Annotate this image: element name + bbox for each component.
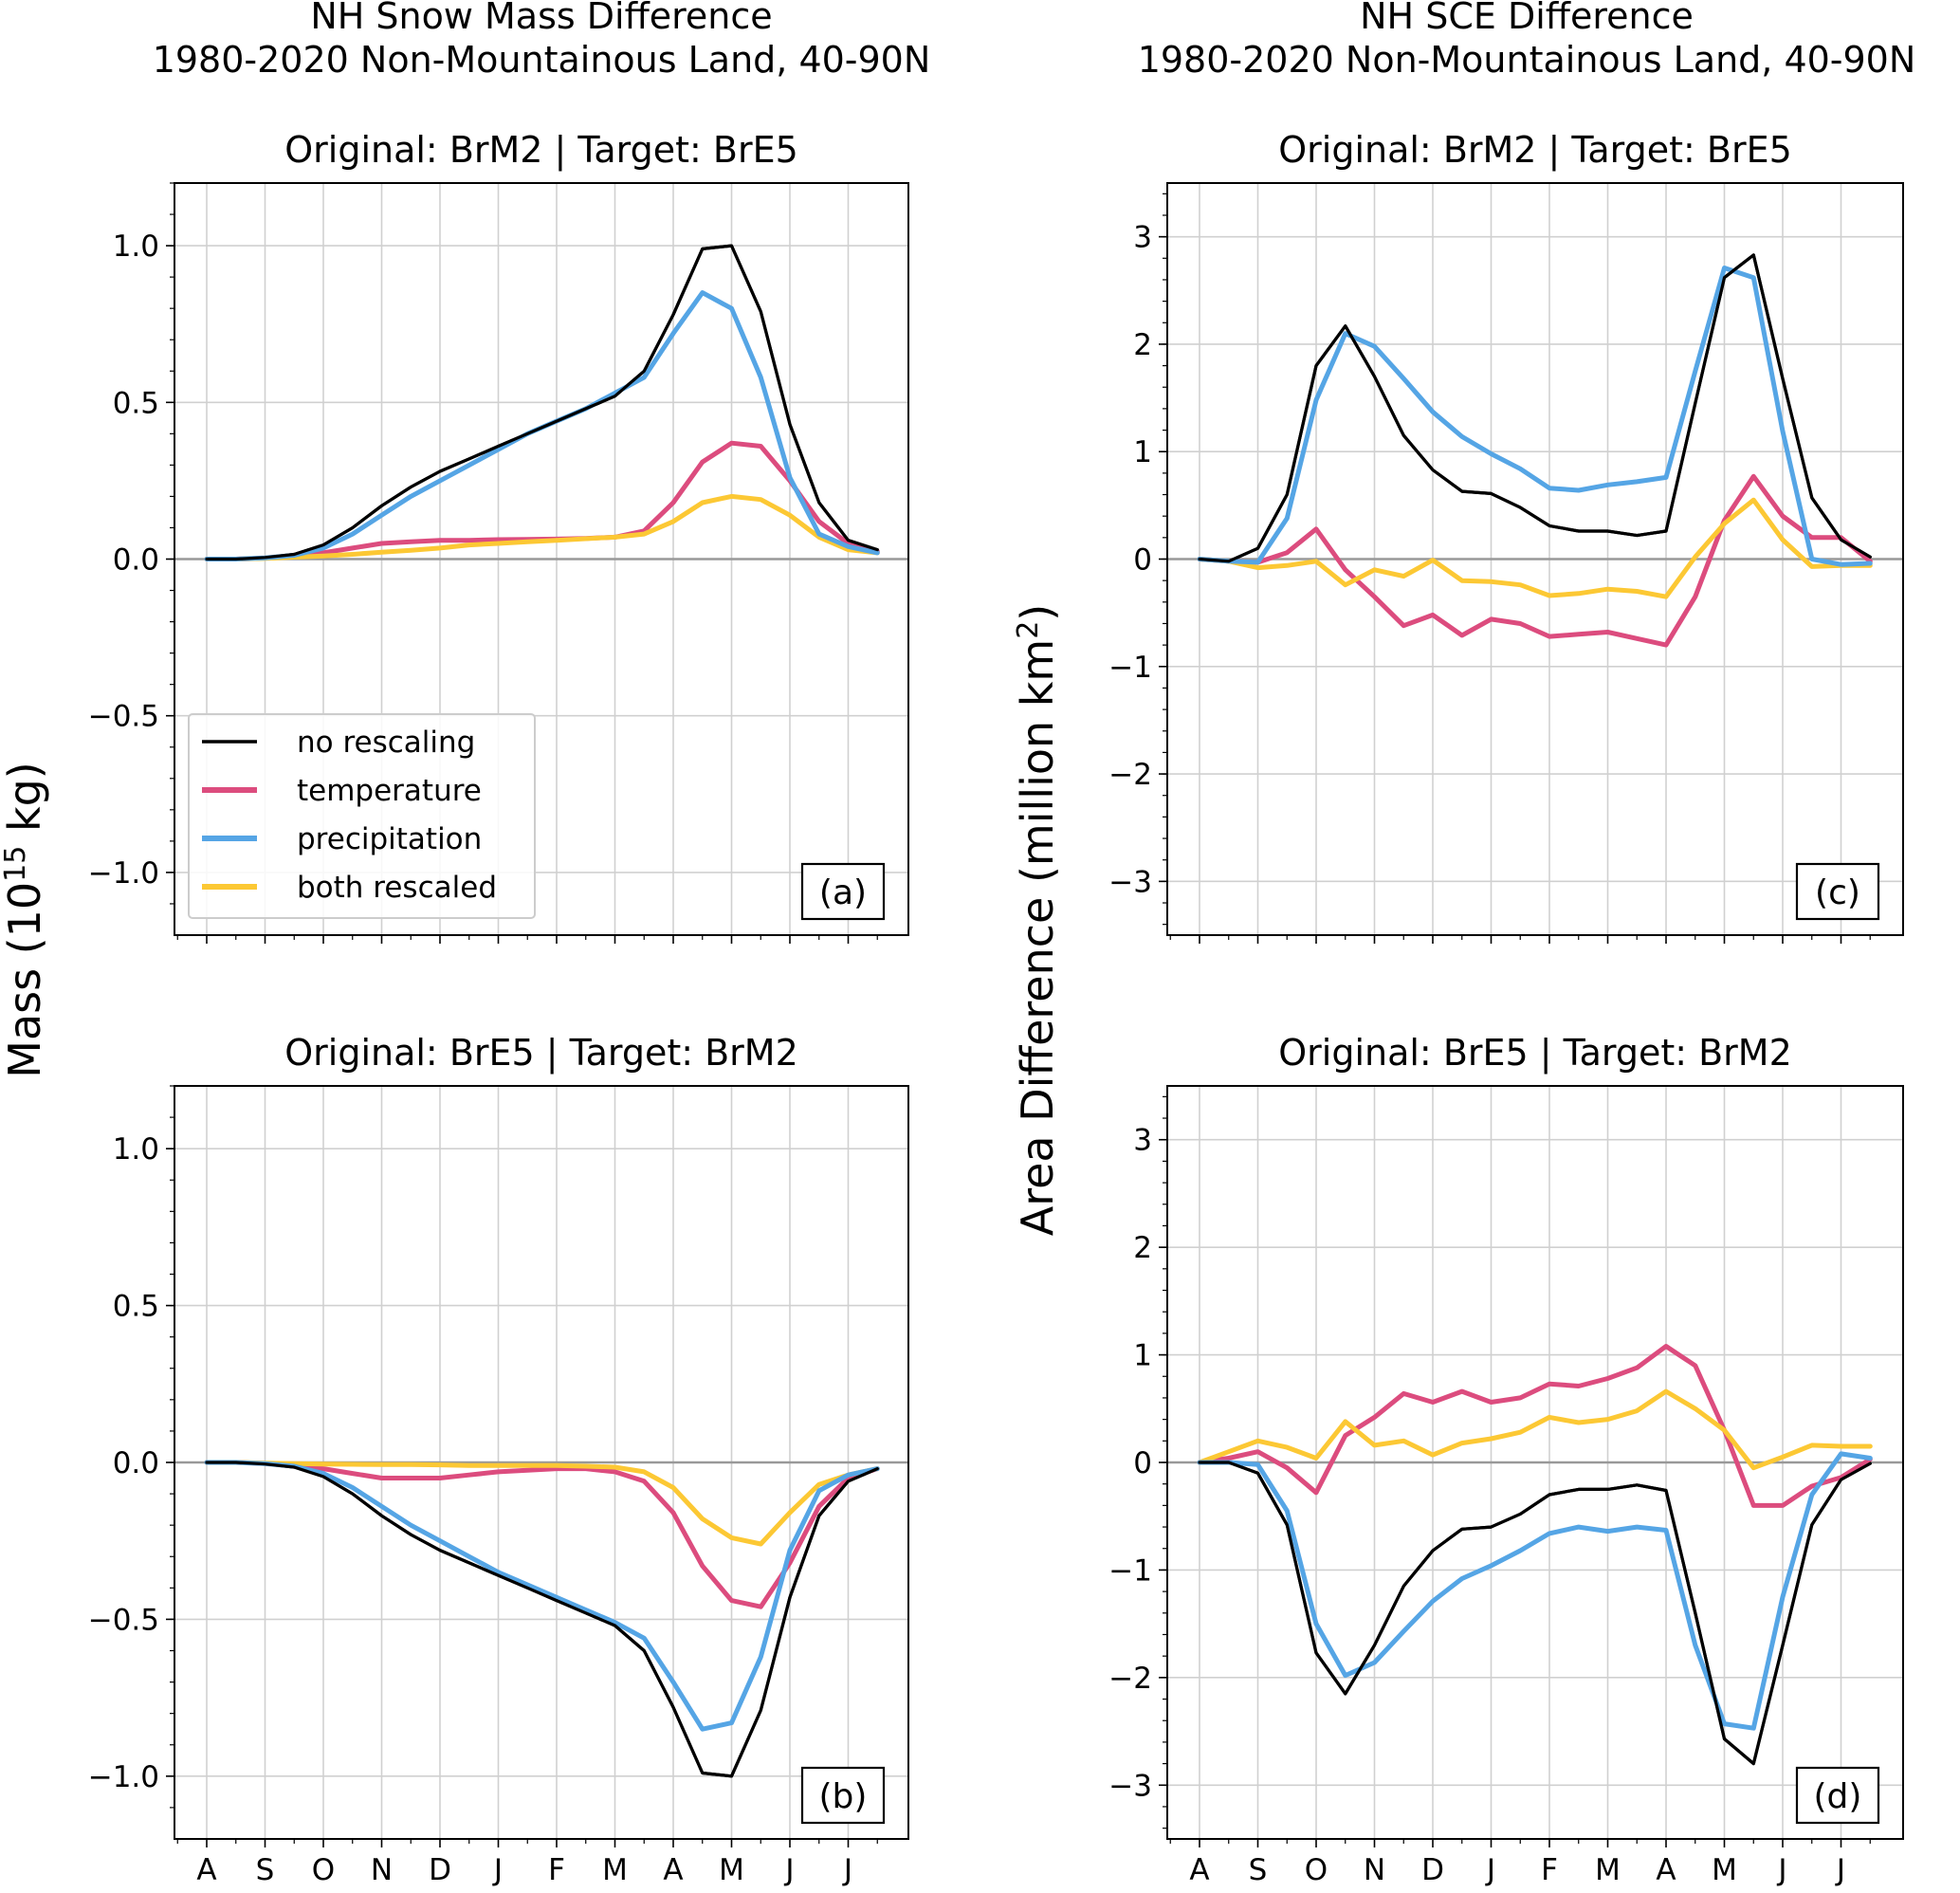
legend: no rescaling temperature precipitation both… — [188, 713, 536, 919]
x-tick-label: J — [1776, 1853, 1786, 1887]
x-tick-label: J — [842, 1853, 852, 1887]
x-tick-label: M — [602, 1853, 628, 1887]
y-tick-label: −1.0 — [88, 1760, 159, 1794]
panel-title: Original: BrE5 | Target: BrM2 — [284, 1032, 798, 1075]
panel-label-box — [1795, 862, 1880, 921]
panel-title: Original: BrM2 | Target: BrE5 — [1278, 129, 1792, 172]
y-tick-label: 1.0 — [113, 1132, 159, 1167]
axes-frame — [1166, 1085, 1904, 1840]
panel-b: Original: BrE5 | Target: BrM2 A S O N D J F M A M J… — [88, 1032, 909, 1887]
legend-label: both rescaled — [297, 871, 497, 905]
right-y-axis-label: Area Difference (million km2) — [1012, 604, 1063, 1237]
y-tick-label: 0.0 — [113, 1446, 159, 1480]
panel-title: Original: BrE5 | Target: BrM2 — [1278, 1032, 1792, 1075]
x-tick-label: A — [1656, 1853, 1676, 1887]
panel-label: (d) — [1814, 1777, 1862, 1816]
axes-frame — [174, 1085, 909, 1840]
x-tick-label: J — [492, 1853, 503, 1887]
axes-frame — [1166, 182, 1904, 936]
series-line-no-rescaling-top — [1198, 1461, 1872, 1766]
x-tick-label: O — [312, 1853, 335, 1887]
x-tick-label: J — [783, 1853, 794, 1887]
y-tick-label: 1 — [1133, 435, 1152, 469]
panel-d: Original: BrE5 | Target: BrM2 A S O N D J F M A M J… — [1108, 1032, 1904, 1887]
y-tick-label: 2 — [1133, 328, 1152, 362]
series-line-both-rescaled — [204, 1460, 880, 1547]
x-tick-label: F — [548, 1853, 565, 1887]
x-tick-label: O — [1305, 1853, 1328, 1887]
x-tick-label: D — [429, 1853, 451, 1887]
panel-label-box — [800, 862, 886, 921]
x-tick-label: N — [1364, 1853, 1385, 1887]
y-tick-label: 2 — [1133, 1231, 1152, 1265]
y-tick-label: 0.5 — [113, 386, 159, 420]
panel-c: Original: BrM2 | Target: BrE5 −3 −2 −1 0 1 2 3 (… — [1108, 129, 1904, 944]
axes-frame — [174, 182, 909, 936]
y-tick-label: −1 — [1108, 651, 1152, 685]
series-line-precipitation — [1197, 1451, 1873, 1731]
y-tick-label: −1.0 — [88, 856, 159, 891]
series-line-no-rescaling-top — [1198, 253, 1872, 563]
x-tick-label: A — [196, 1853, 216, 1887]
x-tick-label: M — [1712, 1853, 1737, 1887]
y-tick-label: 3 — [1133, 221, 1152, 255]
x-tick-label: A — [663, 1853, 683, 1887]
y-tick-label: −3 — [1108, 865, 1152, 899]
legend-frame — [188, 713, 536, 919]
y-tick-label: 0.0 — [113, 543, 159, 578]
series-line-both-rescaled — [1197, 497, 1873, 599]
x-tick-label: D — [1421, 1853, 1444, 1887]
x-tick-label: M — [719, 1853, 744, 1887]
y-tick-label: −1 — [1108, 1553, 1152, 1588]
right-column-title-line1: NH SCE Difference — [1360, 0, 1694, 37]
panel-label-box — [800, 1766, 886, 1825]
y-tick-label: 0 — [1133, 543, 1152, 578]
x-tick-label: A — [1189, 1853, 1209, 1887]
panel-label: (b) — [819, 1777, 868, 1816]
x-tick-label: S — [1249, 1853, 1268, 1887]
x-tick-label: J — [1835, 1853, 1845, 1887]
panel-label: (c) — [1815, 873, 1860, 912]
y-tick-label: −2 — [1108, 758, 1152, 792]
left-column-title-line1: NH Snow Mass Difference — [310, 0, 772, 37]
x-tick-label: F — [1541, 1853, 1558, 1887]
series-line-temperature — [1197, 473, 1873, 648]
y-tick-label: 0.5 — [113, 1290, 159, 1324]
x-tick-label: S — [256, 1853, 275, 1887]
y-tick-label: −0.5 — [88, 700, 159, 734]
series-line-precipitation — [204, 1460, 880, 1732]
series-line-temperature — [1197, 1344, 1873, 1508]
y-tick-label: −2 — [1108, 1662, 1152, 1696]
x-tick-label: N — [371, 1853, 393, 1887]
y-tick-label: −3 — [1108, 1769, 1152, 1803]
series-line-both-rescaled — [204, 493, 880, 561]
y-tick-label: 0 — [1133, 1446, 1152, 1480]
panel-a: Original: BrM2 | Target: BrE5 −1.0 −0.5 0.0… — [88, 129, 909, 944]
series-line-precipitation — [1197, 266, 1873, 567]
left-y-axis-label: Mass (1015 kg) — [0, 762, 50, 1078]
left-column-title-line2: 1980-2020 Non-Mountainous Land, 40-90N — [153, 39, 931, 81]
x-tick-label: M — [1595, 1853, 1621, 1887]
panel-title: Original: BrM2 | Target: BrE5 — [284, 129, 798, 172]
legend-label: no rescaling — [297, 726, 475, 760]
series-line-no-rescaling-top — [205, 244, 879, 561]
panel-label: (a) — [819, 873, 867, 912]
legend-label: temperature — [297, 774, 482, 808]
legend-label: precipitation — [297, 822, 482, 856]
series-line-temperature — [204, 1460, 880, 1609]
y-tick-label: 1.0 — [113, 230, 159, 264]
series-line-no-rescaling-top — [205, 1461, 879, 1778]
panel-label-box — [1795, 1766, 1880, 1825]
y-tick-label: 3 — [1133, 1124, 1152, 1158]
series-line-both-rescaled — [1197, 1388, 1873, 1471]
right-column-title-line2: 1980-2020 Non-Mountainous Land, 40-90N — [1138, 39, 1916, 81]
x-tick-label: J — [1485, 1853, 1495, 1887]
y-tick-label: 1 — [1133, 1339, 1152, 1373]
y-tick-label: −0.5 — [88, 1603, 159, 1637]
